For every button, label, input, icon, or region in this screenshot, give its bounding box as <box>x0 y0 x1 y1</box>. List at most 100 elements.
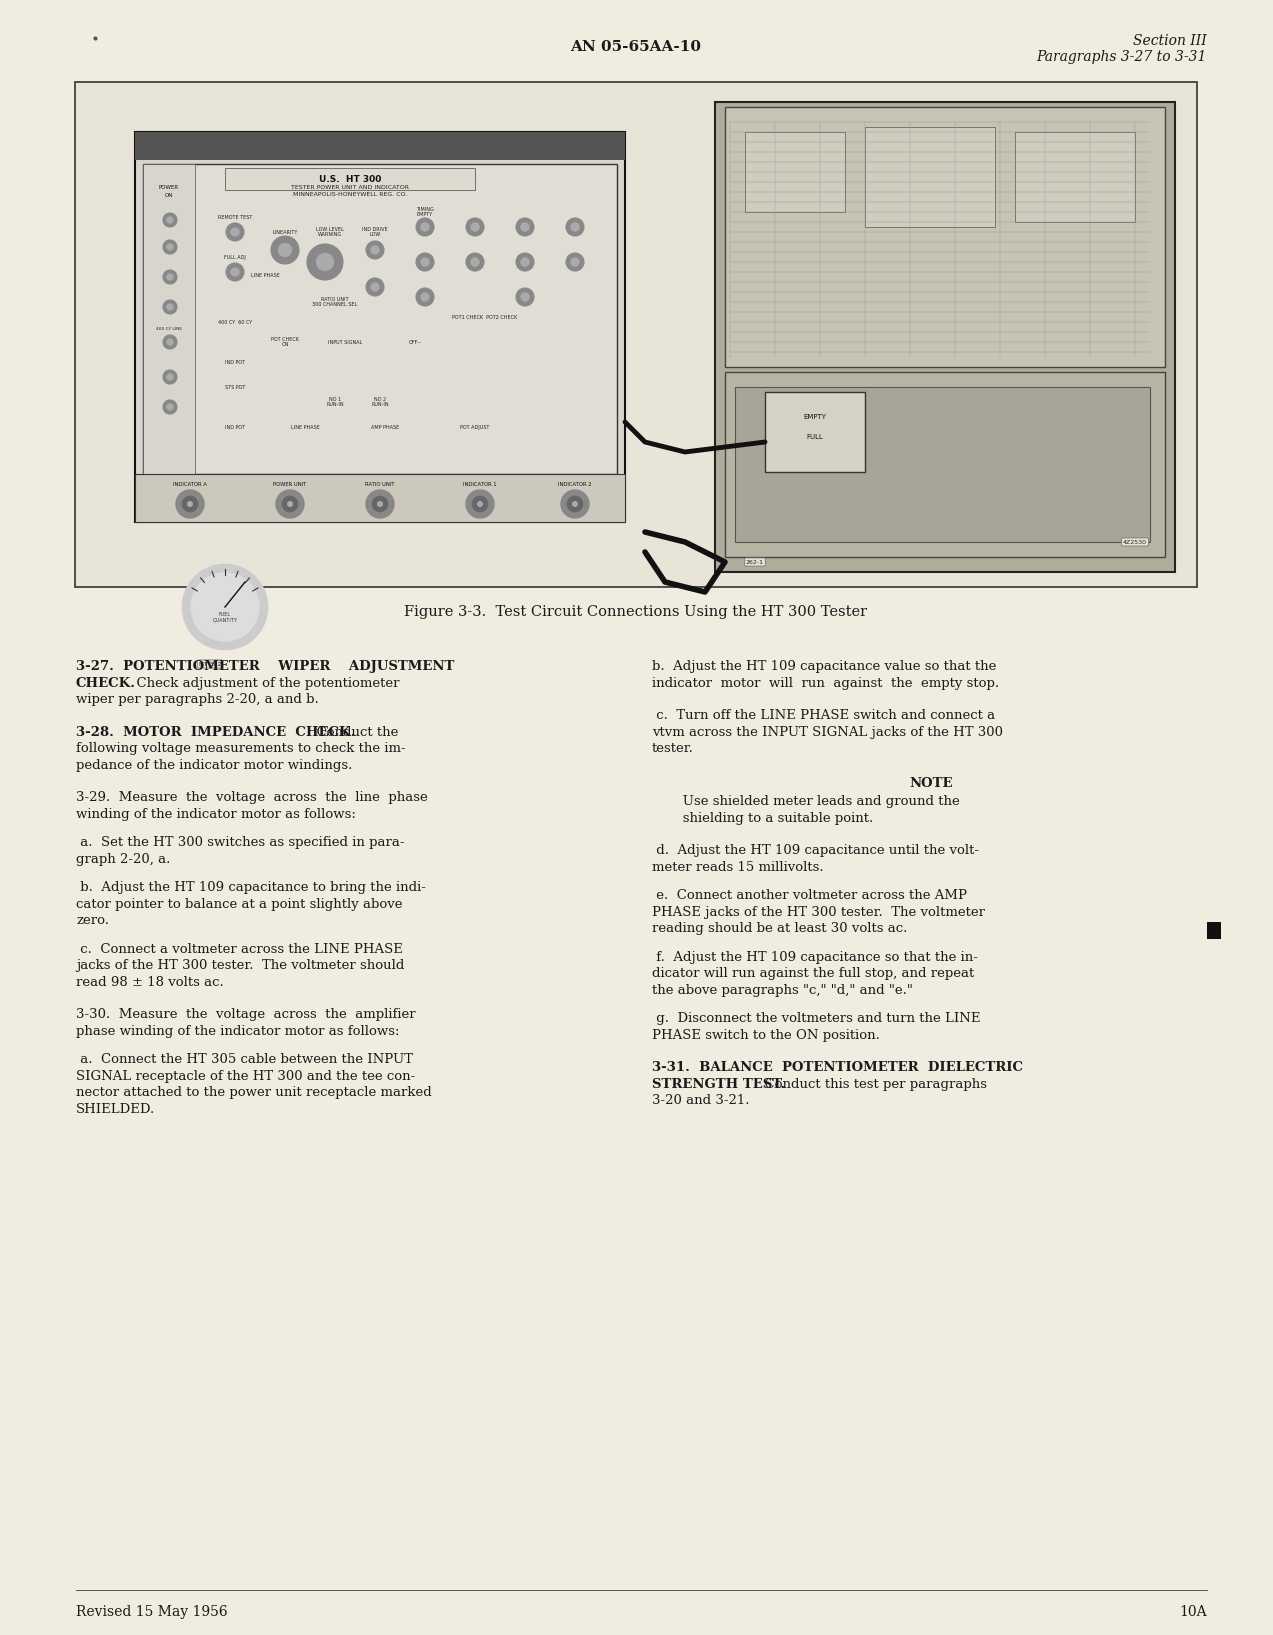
Text: graph 2-20, a.: graph 2-20, a. <box>76 852 171 865</box>
Bar <box>765 392 864 473</box>
Circle shape <box>167 404 173 410</box>
Text: Check adjustment of the potentiometer: Check adjustment of the potentiometer <box>129 677 400 690</box>
Text: STS POT: STS POT <box>225 384 246 389</box>
Text: Paragraphs 3-27 to 3-31: Paragraphs 3-27 to 3-31 <box>1036 51 1207 64</box>
Text: TESTER POWER UNIT AND INDICATOR: TESTER POWER UNIT AND INDICATOR <box>292 185 409 190</box>
Text: nector attached to the power unit receptacle marked: nector attached to the power unit recept… <box>76 1086 432 1099</box>
Circle shape <box>227 222 244 240</box>
Text: CHECK.: CHECK. <box>76 677 136 690</box>
Text: Use shielded meter leads and ground the: Use shielded meter leads and ground the <box>670 795 960 808</box>
Text: INPUT SIGNAL: INPUT SIGNAL <box>328 340 363 345</box>
Text: U.S.  HT 300: U.S. HT 300 <box>318 175 381 183</box>
Text: POWER UNIT: POWER UNIT <box>274 481 307 487</box>
Circle shape <box>163 401 177 414</box>
Text: 3-20 and 3-21.: 3-20 and 3-21. <box>652 1094 750 1107</box>
Text: POT1 CHECK  POT2 CHECK: POT1 CHECK POT2 CHECK <box>452 314 518 319</box>
Circle shape <box>167 216 173 224</box>
Text: POT CHECK
ON: POT CHECK ON <box>271 337 299 347</box>
Text: NOTE: NOTE <box>909 777 953 790</box>
Text: AMP PHASE: AMP PHASE <box>370 425 400 430</box>
Text: tester.: tester. <box>652 742 694 755</box>
Circle shape <box>307 244 342 280</box>
Circle shape <box>167 338 173 345</box>
Text: STRENGTH TEST.: STRENGTH TEST. <box>652 1077 785 1091</box>
Circle shape <box>167 244 173 250</box>
Text: POT ADJUST: POT ADJUST <box>461 425 490 430</box>
Circle shape <box>420 257 429 267</box>
Circle shape <box>271 235 299 263</box>
Text: RATIO UNIT
300 CHANNEL SEL: RATIO UNIT 300 CHANNEL SEL <box>312 296 358 307</box>
Text: dicator will run against the full stop, and repeat: dicator will run against the full stop, … <box>652 966 974 979</box>
Text: 400 CY  60 CY: 400 CY 60 CY <box>218 319 252 324</box>
Text: INDICATOR 2: INDICATOR 2 <box>558 481 592 487</box>
Text: meter reads 15 millivolts.: meter reads 15 millivolts. <box>652 860 824 873</box>
Circle shape <box>167 304 173 311</box>
Text: 3-31.  BALANCE  POTENTIOMETER  DIELECTRIC: 3-31. BALANCE POTENTIOMETER DIELECTRIC <box>652 1061 1023 1074</box>
Text: read 98 ± 18 volts ac.: read 98 ± 18 volts ac. <box>76 976 224 989</box>
Circle shape <box>227 263 244 281</box>
Text: a.  Connect the HT 305 cable between the INPUT: a. Connect the HT 305 cable between the … <box>76 1053 412 1066</box>
Text: the above paragraphs "c," "d," and "e.": the above paragraphs "c," "d," and "e." <box>652 984 913 996</box>
Circle shape <box>466 490 494 518</box>
Text: AN 05-65AA-10: AN 05-65AA-10 <box>570 39 701 54</box>
Circle shape <box>516 288 533 306</box>
Circle shape <box>183 566 267 649</box>
Circle shape <box>163 299 177 314</box>
Circle shape <box>167 373 173 381</box>
Text: ON: ON <box>164 193 173 198</box>
Text: wiper per paragraphs 2-20, a and b.: wiper per paragraphs 2-20, a and b. <box>76 693 318 706</box>
Circle shape <box>420 293 429 301</box>
Circle shape <box>3 231 42 270</box>
Text: REMOTE TEST: REMOTE TEST <box>218 214 252 219</box>
Circle shape <box>370 283 379 291</box>
Bar <box>864 128 995 227</box>
Text: c.  Connect a voltmeter across the LINE PHASE: c. Connect a voltmeter across the LINE P… <box>76 942 402 955</box>
Text: following voltage measurements to check the im-: following voltage measurements to check … <box>76 742 406 755</box>
Text: e.  Connect another voltmeter across the AMP: e. Connect another voltmeter across the … <box>652 889 967 903</box>
Circle shape <box>163 213 177 227</box>
Circle shape <box>566 495 583 512</box>
Text: vtvm across the INPUT SIGNAL jacks of the HT 300: vtvm across the INPUT SIGNAL jacks of th… <box>652 726 1003 739</box>
Circle shape <box>163 240 177 253</box>
Circle shape <box>416 288 434 306</box>
Bar <box>715 101 1175 572</box>
Bar <box>225 168 475 190</box>
Text: winding of the indicator motor as follows:: winding of the indicator motor as follow… <box>76 808 356 821</box>
Circle shape <box>191 572 258 641</box>
Circle shape <box>416 217 434 235</box>
Circle shape <box>163 270 177 284</box>
Text: FULL ADJ: FULL ADJ <box>224 255 246 260</box>
Text: Conduct the: Conduct the <box>308 726 398 739</box>
Circle shape <box>466 253 484 271</box>
Text: 3-30.  Measure  the  voltage  across  the  amplifier: 3-30. Measure the voltage across the amp… <box>76 1009 415 1020</box>
Text: SHIELDED.: SHIELDED. <box>76 1102 155 1115</box>
Circle shape <box>367 278 384 296</box>
Text: Revised 15 May 1956: Revised 15 May 1956 <box>76 1606 228 1619</box>
Circle shape <box>561 490 589 518</box>
Text: 400 CY LINE: 400 CY LINE <box>155 327 182 330</box>
Circle shape <box>230 227 239 237</box>
Bar <box>135 132 625 160</box>
Text: PHASE switch to the ON position.: PHASE switch to the ON position. <box>652 1028 880 1041</box>
Text: g.  Disconnect the voltmeters and turn the LINE: g. Disconnect the voltmeters and turn th… <box>652 1012 980 1025</box>
Circle shape <box>521 293 530 301</box>
Circle shape <box>316 253 334 271</box>
Text: a.  Set the HT 300 switches as specified in para-: a. Set the HT 300 switches as specified … <box>76 835 405 849</box>
Text: POWER: POWER <box>159 185 179 190</box>
Bar <box>135 132 625 522</box>
Text: f.  Adjust the HT 109 capacitance so that the in-: f. Adjust the HT 109 capacitance so that… <box>652 950 978 963</box>
Circle shape <box>521 222 530 232</box>
Text: phase winding of the indicator motor as follows:: phase winding of the indicator motor as … <box>76 1025 400 1038</box>
Text: INDICATOR A: INDICATOR A <box>173 481 207 487</box>
Text: EMPTY: EMPTY <box>803 414 826 420</box>
Bar <box>1207 922 1221 938</box>
Text: IND DRIVE
LOW: IND DRIVE LOW <box>363 227 388 237</box>
Text: FUEL
QUANTITY: FUEL QUANTITY <box>213 611 238 623</box>
Text: Figure 3-3.  Test Circuit Connections Using the HT 300 Tester: Figure 3-3. Test Circuit Connections Usi… <box>405 605 868 620</box>
Text: c.  Turn off the LINE PHASE switch and connect a: c. Turn off the LINE PHASE switch and co… <box>652 710 995 723</box>
Circle shape <box>230 268 239 276</box>
Text: IND POT: IND POT <box>225 360 246 365</box>
Text: b.  Adjust the HT 109 capacitance value so that the: b. Adjust the HT 109 capacitance value s… <box>652 661 997 674</box>
Circle shape <box>367 490 395 518</box>
Bar <box>75 82 1197 587</box>
